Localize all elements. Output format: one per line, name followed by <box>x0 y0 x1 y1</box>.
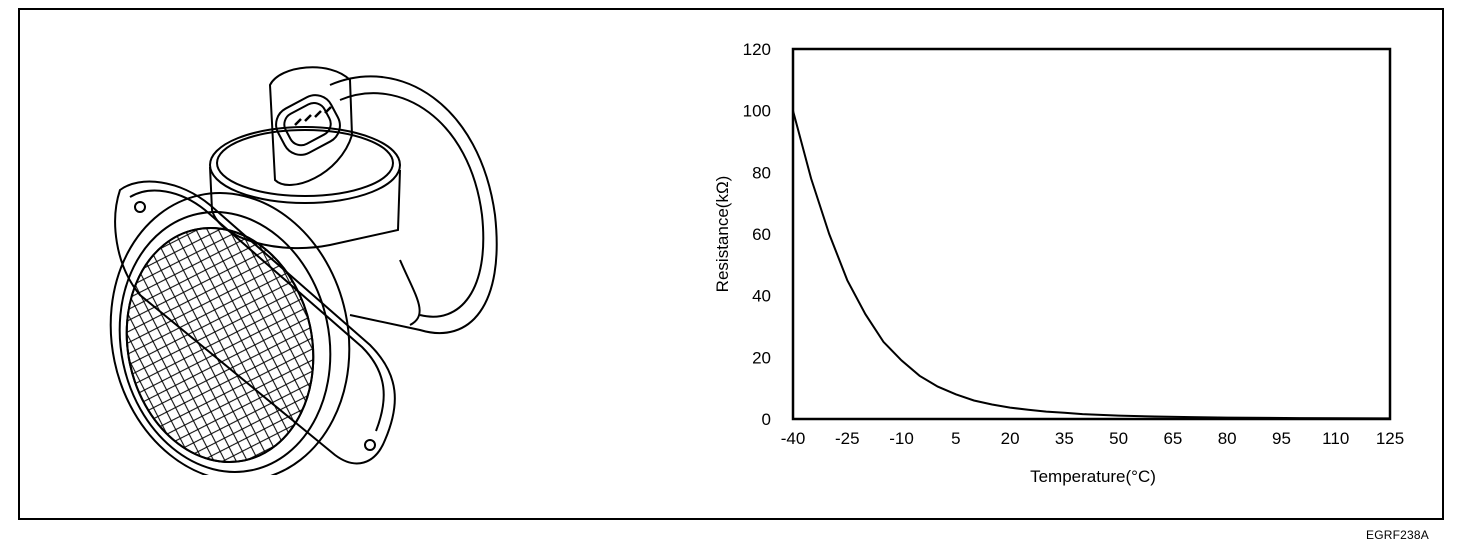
flange-bolt-hole <box>364 439 376 451</box>
x-tick-label: 110 <box>1322 429 1349 448</box>
x-tick-label: 20 <box>1001 429 1020 448</box>
resistance-curve <box>792 110 1391 420</box>
flange-bolt-hole <box>134 201 146 213</box>
x-tick-label: 80 <box>1218 429 1237 448</box>
x-tick-label: 65 <box>1163 429 1182 448</box>
y-tick-label: 0 <box>762 410 771 429</box>
y-tick-label: 100 <box>743 102 771 121</box>
y-tick-label: 120 <box>743 40 771 59</box>
x-tick-label: -25 <box>835 429 860 448</box>
figure-frame <box>18 8 1444 520</box>
x-axis-label: Temperature(°C) <box>1030 467 1156 486</box>
figure-code: EGRF238A <box>1366 528 1429 542</box>
y-tick-label: 80 <box>752 163 771 182</box>
connector-plug <box>268 66 354 186</box>
x-tick-label: 125 <box>1376 429 1404 448</box>
x-tick-label: 95 <box>1272 429 1291 448</box>
plot-area <box>791 47 1392 421</box>
electronics-housing <box>209 126 401 204</box>
y-tick-label: 60 <box>752 225 771 244</box>
x-tick-label: 35 <box>1055 429 1074 448</box>
inlet-mesh-screen <box>125 227 315 463</box>
y-tick-label: 20 <box>752 348 771 367</box>
inlet-ring <box>109 192 351 475</box>
x-tick-label: -10 <box>889 429 914 448</box>
mass-air-flow-sensor-drawing <box>109 66 498 475</box>
x-tick-label: -40 <box>781 429 806 448</box>
sensor-body-tube <box>329 75 498 335</box>
y-axis-label: Resistance(kΩ) <box>713 176 732 293</box>
y-tick-label: 40 <box>752 287 771 306</box>
x-tick-label: 5 <box>951 429 960 448</box>
x-tick-label: 50 <box>1109 429 1128 448</box>
resistance-temperature-chart: 0 20 40 60 80 100 120 -40 -25 -10 5 20 35 50 65 80 95 11… <box>713 40 1404 486</box>
